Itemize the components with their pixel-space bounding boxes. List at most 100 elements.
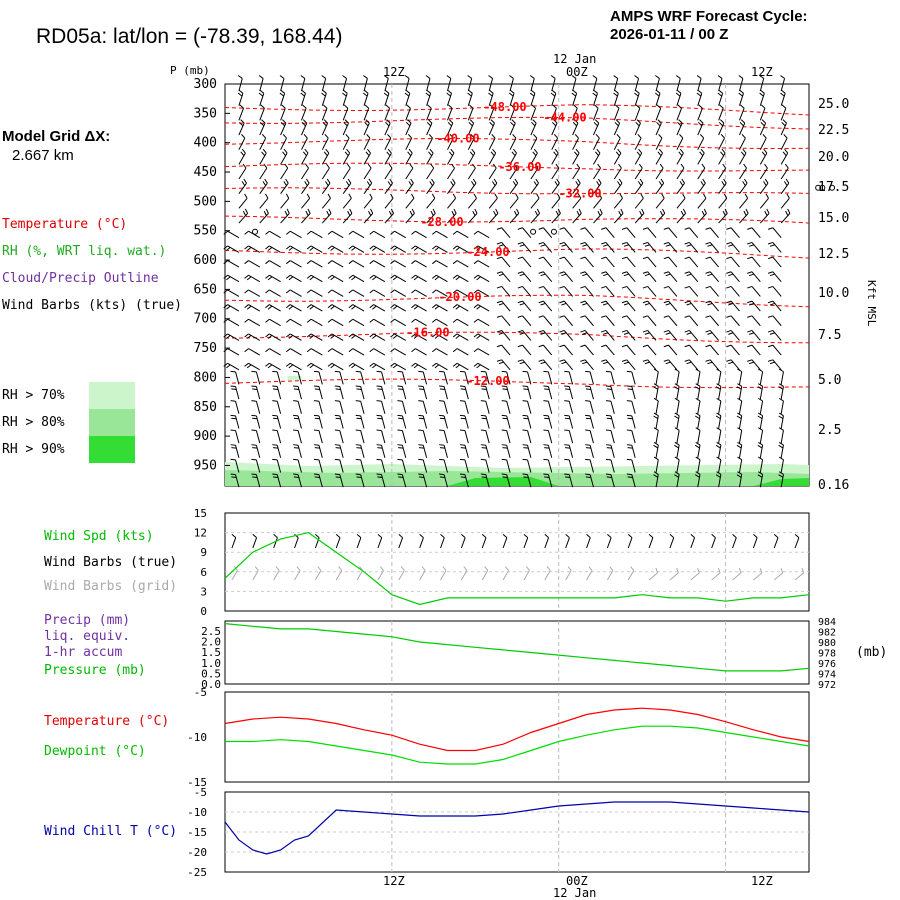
wind-barb-feather xyxy=(306,348,312,353)
wind-barb-feather xyxy=(764,163,768,169)
wind-barb-feather xyxy=(452,260,458,265)
wind-barb xyxy=(551,213,561,224)
wind-barb-feather xyxy=(223,230,228,235)
wind-barb-feather xyxy=(348,348,354,353)
wind-barb-feather xyxy=(338,566,343,571)
wind-barb-feather xyxy=(334,385,340,388)
wind-barb-feather xyxy=(686,302,692,306)
wind-barb xyxy=(422,386,428,400)
wind-barb-feather xyxy=(306,274,312,279)
height-tick-label: 7.5 xyxy=(818,328,841,343)
wind-barb xyxy=(415,274,427,283)
wind-barb-feather xyxy=(559,344,565,348)
dewpoint-line xyxy=(225,725,810,765)
wind-barb-feather xyxy=(406,104,411,109)
wind-barb xyxy=(381,415,386,429)
wind-barb-feather xyxy=(334,370,340,373)
wind-barb-feather xyxy=(728,244,734,247)
wind-barb-feather xyxy=(328,208,332,214)
wind-barb-feather xyxy=(418,370,424,373)
wind-barb-feather xyxy=(564,429,570,432)
wind-barb-feather xyxy=(501,429,507,432)
wind-barb xyxy=(697,197,707,209)
wind-barb-feather xyxy=(720,119,725,124)
wind-barb xyxy=(634,197,644,209)
wind-barb-feather xyxy=(323,119,328,124)
wind-barb xyxy=(572,93,578,106)
wind-barb-feather xyxy=(705,241,711,245)
wind-barb-feather xyxy=(737,441,742,446)
wind-barb-feather xyxy=(559,329,565,333)
wind-barb xyxy=(318,430,323,444)
wind-barb xyxy=(401,386,407,400)
wind-barb xyxy=(235,445,240,458)
wind-barb-feather xyxy=(747,359,753,362)
wind-barb xyxy=(718,444,722,458)
wind-barb-feather xyxy=(747,315,753,318)
wind-barb xyxy=(335,570,343,581)
wind-barb-feather xyxy=(761,119,766,124)
wind-barb-feather xyxy=(231,533,237,539)
wind-barb-feather xyxy=(639,210,643,216)
wind-barb xyxy=(252,537,258,549)
wind-barb xyxy=(655,213,666,224)
wind-barb-feather xyxy=(540,273,546,277)
wind-barb-feather xyxy=(390,333,395,338)
wind-barb xyxy=(631,445,636,458)
wind-barb-feather xyxy=(467,92,472,97)
wind-barb-feather xyxy=(293,417,299,420)
wind-barb-feather xyxy=(564,444,570,446)
wind-barb-feather xyxy=(784,148,789,154)
wind-barb-feather xyxy=(410,178,414,184)
wind-barb-feather xyxy=(758,368,763,373)
wind-barb-feather xyxy=(244,304,249,309)
wind-barb-feather xyxy=(747,329,753,333)
wind-barb xyxy=(477,260,490,268)
wind-barb-feather xyxy=(432,333,437,338)
wind-barb-feather xyxy=(621,285,627,289)
wind-barb-feather xyxy=(261,134,267,139)
wind-barb xyxy=(668,227,678,239)
wind-barb-feather xyxy=(226,246,231,251)
label-liq-equiv: liq. equiv. xyxy=(44,629,131,644)
wind-barb xyxy=(426,93,432,106)
wind-barb-feather xyxy=(469,151,474,157)
wind-barb-feather xyxy=(376,414,382,417)
wind-barb-feather xyxy=(244,362,249,367)
wind-barb-feather xyxy=(293,429,299,432)
wind-barb xyxy=(676,371,680,385)
wind-barb-feather xyxy=(313,458,320,461)
wind-barb xyxy=(352,318,365,327)
wind-barb-feather xyxy=(419,388,425,390)
wind-barb-feather xyxy=(674,444,679,449)
wind-barb-feather xyxy=(502,388,508,390)
wind-barb-feather xyxy=(782,119,787,124)
wind-barb xyxy=(689,344,699,356)
wind-barb-feather xyxy=(515,193,519,199)
wind-barb-feather xyxy=(575,148,580,154)
temperature-tick: -5 xyxy=(194,686,207,699)
wind-barb xyxy=(610,401,615,414)
wind-barb-feather xyxy=(597,178,602,184)
wind-barb xyxy=(269,230,281,239)
wind-barb xyxy=(593,167,601,180)
wind-barb-feather xyxy=(656,121,661,127)
wind-barb-feather xyxy=(758,471,763,475)
wind-barb xyxy=(730,256,740,268)
wind-barb-feather xyxy=(244,230,249,235)
wind-barb-feather xyxy=(327,304,333,309)
wind-barb xyxy=(527,371,532,385)
wind-barb-feather xyxy=(383,75,389,79)
wind-barb-feather xyxy=(447,89,452,94)
wind-barb-feather xyxy=(293,447,299,449)
wind-barb-feather xyxy=(348,304,354,309)
wind-barb-feather xyxy=(267,246,273,251)
wind-barb-feather xyxy=(533,148,538,154)
wind-barb xyxy=(572,108,578,121)
wind-barb-feather xyxy=(544,476,550,478)
wind-barb xyxy=(443,474,448,488)
wind-barb xyxy=(501,315,511,327)
wind-barb xyxy=(718,182,727,194)
pressure-line xyxy=(224,623,810,672)
wind-barb xyxy=(394,230,407,239)
